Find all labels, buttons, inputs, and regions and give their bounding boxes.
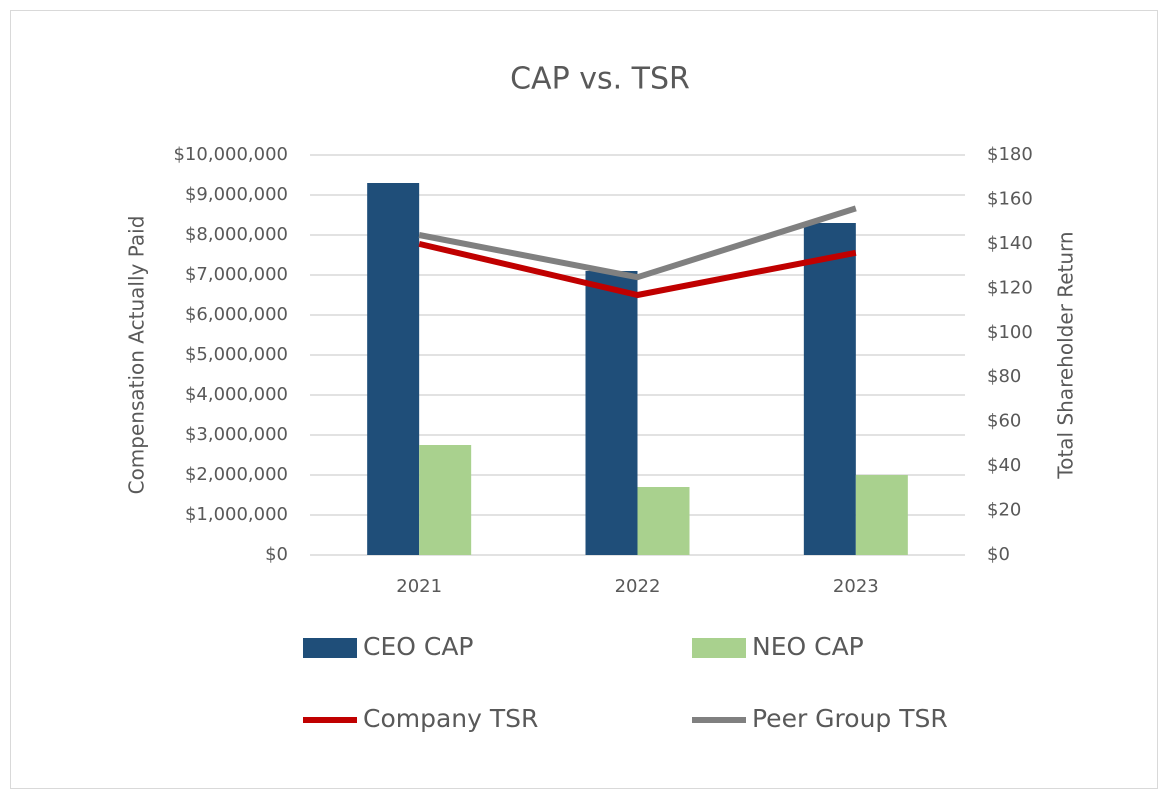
y2-tick-label: $180 bbox=[987, 144, 1033, 165]
y2-tick-label: $100 bbox=[987, 322, 1033, 343]
y-tick-label: $7,000,000 bbox=[185, 264, 288, 285]
y2-tick-label: $80 bbox=[987, 366, 1021, 387]
line bbox=[418, 205, 857, 281]
y-tick-label: $4,000,000 bbox=[185, 384, 288, 405]
y-tick-label: $0 bbox=[265, 544, 288, 565]
x-tick-label: 2022 bbox=[615, 576, 661, 597]
chart-border bbox=[10, 10, 1158, 789]
x-tick-label: 2023 bbox=[833, 576, 879, 597]
y-tick-label: $1,000,000 bbox=[185, 504, 288, 525]
y-tick-label: $10,000,000 bbox=[173, 144, 288, 165]
x-tick-label: 2021 bbox=[396, 576, 442, 597]
line bbox=[418, 240, 857, 299]
bar bbox=[803, 223, 856, 555]
y2-tick-label: $60 bbox=[987, 411, 1021, 432]
legend-label: Company TSR bbox=[363, 704, 538, 733]
y2-tick-label: $140 bbox=[987, 233, 1033, 254]
chart-title: CAP vs. TSR bbox=[510, 62, 690, 97]
legend-label: Peer Group TSR bbox=[752, 704, 948, 733]
legend-label: NEO CAP bbox=[752, 632, 864, 661]
legend-swatch bbox=[692, 638, 746, 658]
y2-tick-label: $0 bbox=[987, 544, 1010, 565]
bar bbox=[585, 271, 638, 555]
y2-axis-title: Total Shareholder Return bbox=[1054, 231, 1078, 479]
legend-swatch bbox=[303, 638, 357, 658]
y-tick-label: $6,000,000 bbox=[185, 304, 288, 325]
y2-tick-label: $20 bbox=[987, 500, 1021, 521]
bar bbox=[637, 487, 690, 555]
legend-label: CEO CAP bbox=[363, 632, 474, 661]
bar bbox=[367, 183, 420, 555]
y-axis-title: Compensation Actually Paid bbox=[125, 216, 149, 495]
y-tick-label: $9,000,000 bbox=[185, 184, 288, 205]
y2-tick-label: $160 bbox=[987, 188, 1033, 209]
y-tick-label: $3,000,000 bbox=[185, 424, 288, 445]
bar bbox=[855, 475, 908, 555]
y-tick-label: $8,000,000 bbox=[185, 224, 288, 245]
y-tick-label: $2,000,000 bbox=[185, 464, 288, 485]
y-tick-label: $5,000,000 bbox=[185, 344, 288, 365]
bar bbox=[419, 445, 472, 555]
y2-tick-label: $120 bbox=[987, 277, 1033, 298]
y2-tick-label: $40 bbox=[987, 455, 1021, 476]
